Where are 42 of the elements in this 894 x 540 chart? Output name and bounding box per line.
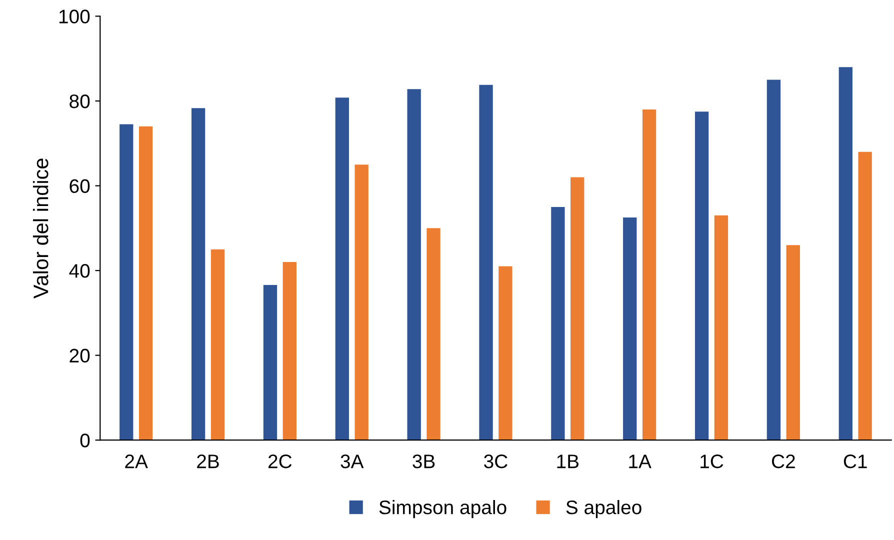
bar: [623, 218, 637, 440]
bar: [138, 126, 153, 440]
bar: [354, 164, 368, 440]
bar: [407, 89, 421, 440]
bar: [335, 98, 349, 440]
x-tick-label: 1C: [700, 454, 724, 468]
y-tick-label: 0: [80, 434, 90, 448]
x-tick-label: 1A: [629, 454, 652, 468]
bar: [282, 262, 296, 440]
legend-label: Simpson apalo: [379, 500, 506, 518]
bar: [642, 109, 656, 440]
bar: [694, 112, 709, 440]
bar: [858, 152, 872, 440]
x-tick-label: 2A: [125, 454, 148, 468]
y-axis-title: Valor del indice: [32, 158, 48, 299]
bar: [551, 206, 565, 440]
bar: [191, 108, 206, 440]
y-tick-label: 60: [70, 179, 90, 193]
y-tick-label: 80: [70, 94, 90, 108]
x-tick-label: 3C: [484, 454, 508, 468]
y-tick-label: 40: [69, 264, 90, 278]
x-tick-label: 3A: [340, 454, 364, 468]
bar: [479, 84, 493, 440]
bar: [263, 284, 278, 440]
y-tick-label: 20: [70, 348, 90, 363]
bar: [210, 249, 225, 440]
x-tick-label: C1: [844, 454, 867, 468]
x-tick-label: 1B: [557, 454, 579, 468]
bar: [498, 266, 512, 440]
bar: [766, 80, 781, 440]
bar: [714, 215, 728, 440]
x-tick-label: 3B: [412, 454, 435, 468]
bar: [786, 245, 800, 440]
bar: [426, 228, 440, 440]
x-tick-label: C2: [772, 454, 795, 468]
bar: [838, 67, 852, 440]
bar: [570, 177, 584, 440]
bar: [120, 124, 134, 440]
y-tick-label: 100: [59, 10, 90, 24]
legend-label: S apaleo: [566, 500, 642, 518]
x-tick-label: 2C: [268, 454, 292, 468]
x-tick-label: 2B: [197, 454, 219, 468]
